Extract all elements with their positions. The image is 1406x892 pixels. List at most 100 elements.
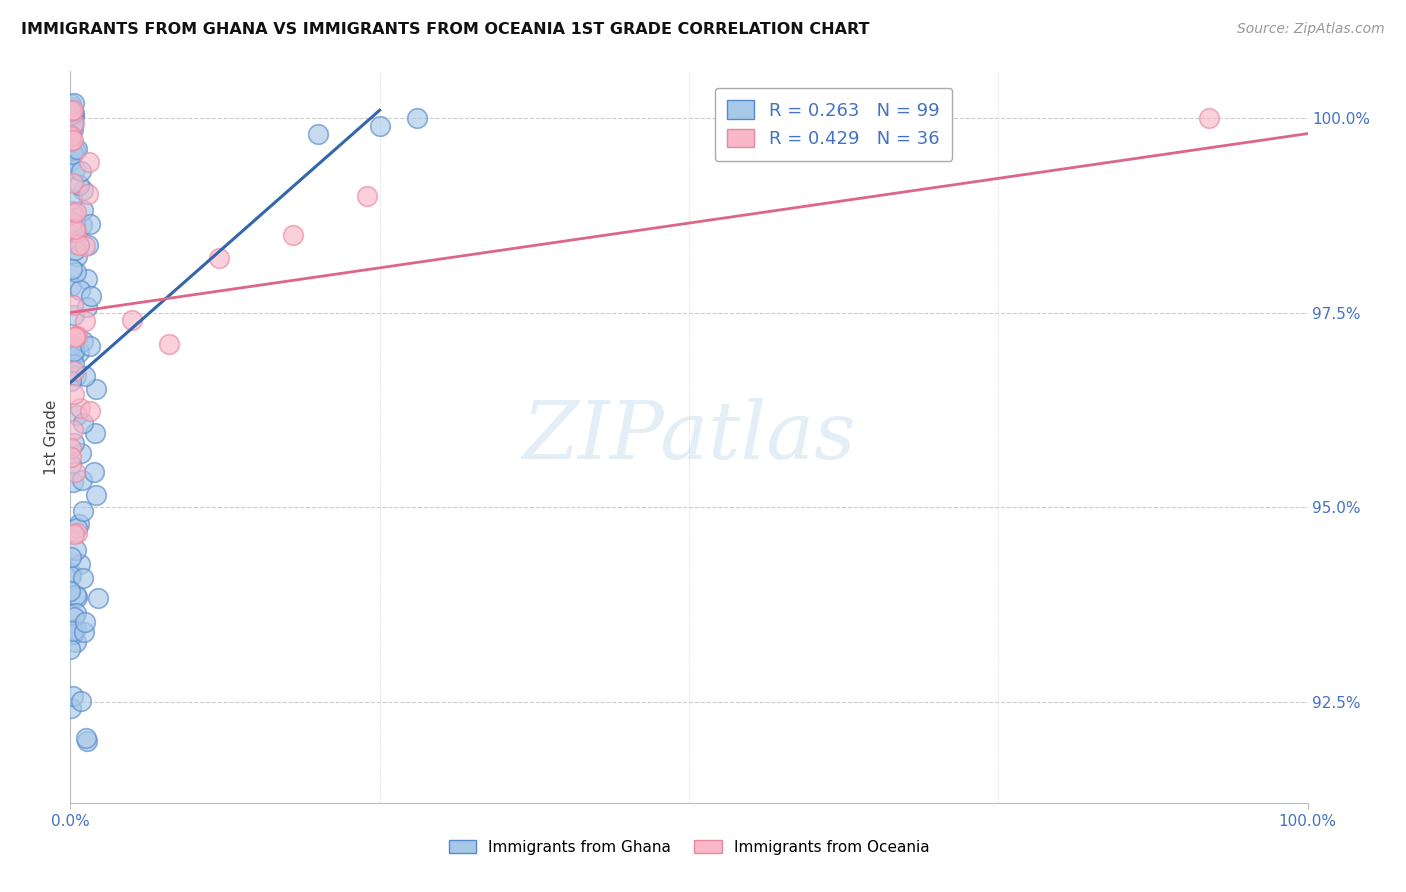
- Point: [62, 109, 84, 123]
- Point: [62, 116, 84, 130]
- Point: [84, 382, 107, 396]
- Point: [73, 239, 96, 253]
- Point: [62, 298, 84, 312]
- Point: [62, 133, 84, 147]
- Text: ZIPatlas: ZIPatlas: [522, 399, 856, 475]
- Point: [70, 694, 93, 708]
- Point: [368, 119, 391, 133]
- Point: [73, 615, 96, 629]
- Point: [66, 409, 89, 423]
- Point: [77, 155, 100, 169]
- Point: [63, 106, 86, 120]
- Point: [63, 217, 86, 231]
- Point: [62, 206, 84, 220]
- Point: [75, 731, 97, 746]
- Point: [65, 542, 87, 557]
- Point: [62, 338, 84, 352]
- Point: [65, 265, 87, 279]
- Point: [72, 416, 94, 430]
- Point: [60, 128, 83, 142]
- Point: [62, 690, 84, 704]
- Point: [59, 584, 82, 599]
- Point: [60, 458, 83, 472]
- Point: [72, 202, 94, 217]
- Point: [63, 526, 86, 541]
- Point: [67, 516, 90, 531]
- Point: [84, 426, 107, 441]
- Point: [72, 503, 94, 517]
- Point: [62, 146, 84, 161]
- Point: [356, 189, 378, 203]
- Point: [157, 336, 180, 351]
- Point: [72, 571, 94, 585]
- Point: [62, 349, 84, 363]
- Point: [60, 569, 83, 583]
- Point: [62, 117, 84, 131]
- Point: [65, 162, 87, 177]
- Point: [70, 163, 93, 178]
- Point: [63, 328, 86, 343]
- Point: [69, 558, 91, 572]
- Point: [69, 283, 91, 297]
- Point: [59, 374, 82, 388]
- Point: [66, 142, 89, 156]
- Point: [59, 701, 82, 715]
- Point: [59, 108, 82, 122]
- Point: [66, 249, 89, 263]
- Point: [76, 300, 98, 314]
- Point: [67, 345, 90, 359]
- Point: [65, 588, 87, 602]
- Point: [77, 187, 100, 202]
- Point: [62, 106, 84, 120]
- Point: [63, 308, 86, 322]
- Point: [63, 610, 86, 624]
- Point: [66, 521, 89, 535]
- Point: [59, 100, 82, 114]
- Point: [59, 441, 82, 455]
- Point: [63, 221, 86, 235]
- Point: [281, 227, 304, 242]
- Point: [62, 624, 84, 638]
- Point: [87, 591, 110, 606]
- Y-axis label: 1st Grade: 1st Grade: [44, 400, 59, 475]
- Point: [65, 368, 87, 383]
- Point: [60, 566, 83, 580]
- Point: [121, 313, 143, 327]
- Point: [307, 127, 329, 141]
- Point: [59, 203, 82, 218]
- Point: [62, 103, 84, 118]
- Point: [63, 330, 86, 344]
- Point: [66, 329, 89, 343]
- Point: [65, 205, 87, 219]
- Point: [63, 344, 86, 359]
- Point: [59, 104, 82, 119]
- Point: [72, 182, 94, 196]
- Point: [62, 364, 84, 378]
- Point: [60, 103, 83, 117]
- Point: [65, 225, 87, 239]
- Point: [62, 176, 84, 190]
- Point: [84, 488, 107, 502]
- Point: [60, 261, 83, 276]
- Point: [59, 278, 82, 293]
- Point: [59, 549, 82, 564]
- Text: IMMIGRANTS FROM GHANA VS IMMIGRANTS FROM OCEANIA 1ST GRADE CORRELATION CHART: IMMIGRANTS FROM GHANA VS IMMIGRANTS FROM…: [21, 22, 869, 37]
- Point: [75, 369, 97, 384]
- Point: [59, 128, 82, 143]
- Legend: Immigrants from Ghana, Immigrants from Oceania: Immigrants from Ghana, Immigrants from O…: [443, 834, 935, 861]
- Point: [62, 357, 84, 371]
- Point: [59, 153, 82, 168]
- Point: [62, 475, 84, 489]
- Point: [73, 314, 96, 328]
- Point: [208, 251, 231, 265]
- Point: [405, 111, 427, 125]
- Point: [83, 465, 105, 479]
- Point: [76, 272, 98, 286]
- Point: [59, 642, 82, 657]
- Point: [63, 95, 86, 110]
- Point: [66, 590, 89, 604]
- Point: [79, 404, 101, 418]
- Point: [1198, 111, 1220, 125]
- Point: [59, 103, 82, 118]
- Point: [72, 334, 94, 348]
